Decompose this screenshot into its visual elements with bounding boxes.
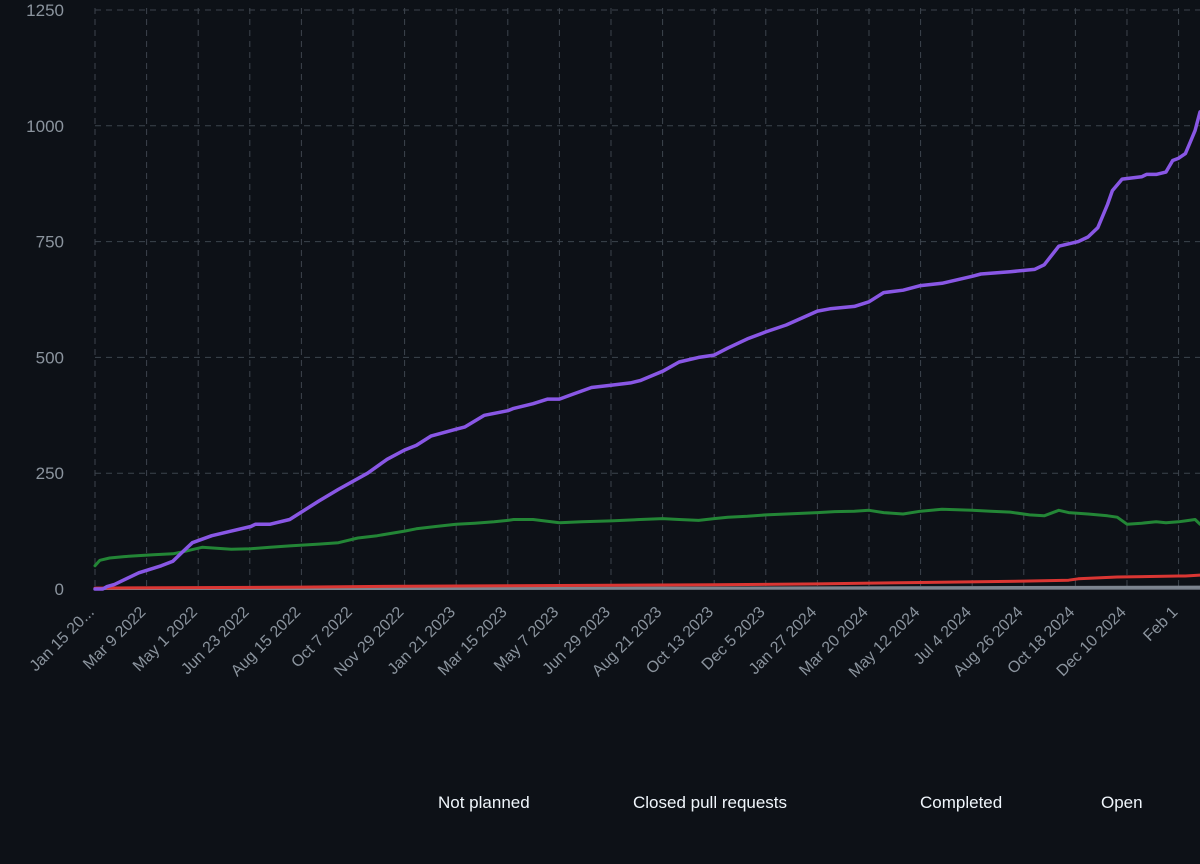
series-line-not-planned [93, 573, 1200, 590]
y-tick-label: 250 [36, 464, 64, 483]
legend-item-not-planned[interactable]: Not planned [438, 793, 530, 812]
y-tick-label: 750 [36, 233, 64, 252]
x-tick-label: Feb 1 [1140, 604, 1181, 645]
y-tick-label: 0 [55, 580, 64, 599]
series-line-completed [93, 507, 1200, 568]
legend: Not planned Closed pull requests Complet… [0, 793, 1200, 823]
legend-item-closed-pull-requests[interactable]: Closed pull requests [633, 793, 788, 812]
series-line-closed-pull-requests [93, 110, 1200, 591]
y-tick-label: 1250 [26, 1, 64, 20]
legend-item-completed[interactable]: Completed [920, 793, 1003, 812]
legend-item-open[interactable]: Open [1101, 793, 1143, 812]
y-tick-label: 1000 [26, 117, 64, 136]
y-tick-label: 500 [36, 348, 64, 367]
